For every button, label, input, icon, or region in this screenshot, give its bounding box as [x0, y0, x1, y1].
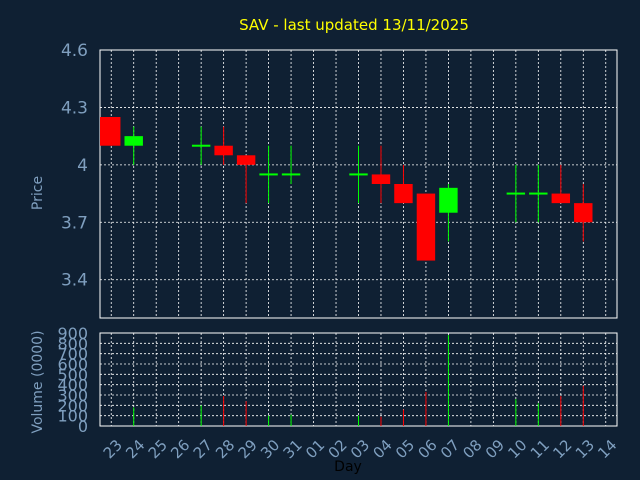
- price-tick-label: 4.3: [61, 98, 88, 118]
- volume-tick-label: 600: [57, 355, 88, 374]
- candle-body: [124, 136, 143, 146]
- volume-tick-label: 700: [57, 345, 88, 364]
- volume-tick-label: 0: [78, 417, 88, 436]
- volume-tick-label: 200: [57, 396, 88, 415]
- candle-body: [371, 174, 391, 184]
- candle-body: [439, 187, 458, 213]
- candle-body: [529, 192, 548, 195]
- price-axis-label: Price: [30, 176, 46, 210]
- candle-body: [394, 184, 413, 204]
- candle-body: [416, 193, 436, 261]
- candle-body: [214, 145, 233, 156]
- candle-body: [191, 144, 211, 147]
- volume-tick-label: 300: [57, 386, 88, 405]
- volume-tick-label: 100: [57, 407, 88, 426]
- price-tick-label: 3.7: [61, 213, 88, 233]
- candle-body: [100, 117, 121, 146]
- volume-tick-label: 400: [57, 376, 88, 395]
- candle-body: [236, 155, 256, 165]
- candle-body: [551, 193, 571, 204]
- volume-tick-label: 900: [57, 324, 88, 343]
- x-axis-label: Day: [334, 459, 362, 475]
- price-tick-label: 3.4: [61, 271, 88, 291]
- candle-body: [574, 203, 593, 223]
- volume-tick-label: 800: [57, 334, 88, 353]
- candle-body: [349, 173, 368, 176]
- volume-axis-label: Volume (0000): [30, 330, 46, 433]
- volume-tick-label: 500: [57, 365, 88, 384]
- candle-body: [506, 192, 526, 195]
- price-panel: 4.6 4.3 4 3.7 3.4: [61, 41, 618, 319]
- price-tick-label: 4.6: [61, 41, 88, 61]
- price-tick-label: 4: [77, 156, 88, 176]
- candle-body: [281, 173, 301, 176]
- chart-title: SAV - last updated 13/11/2025: [239, 16, 469, 34]
- candle-body: [259, 173, 278, 176]
